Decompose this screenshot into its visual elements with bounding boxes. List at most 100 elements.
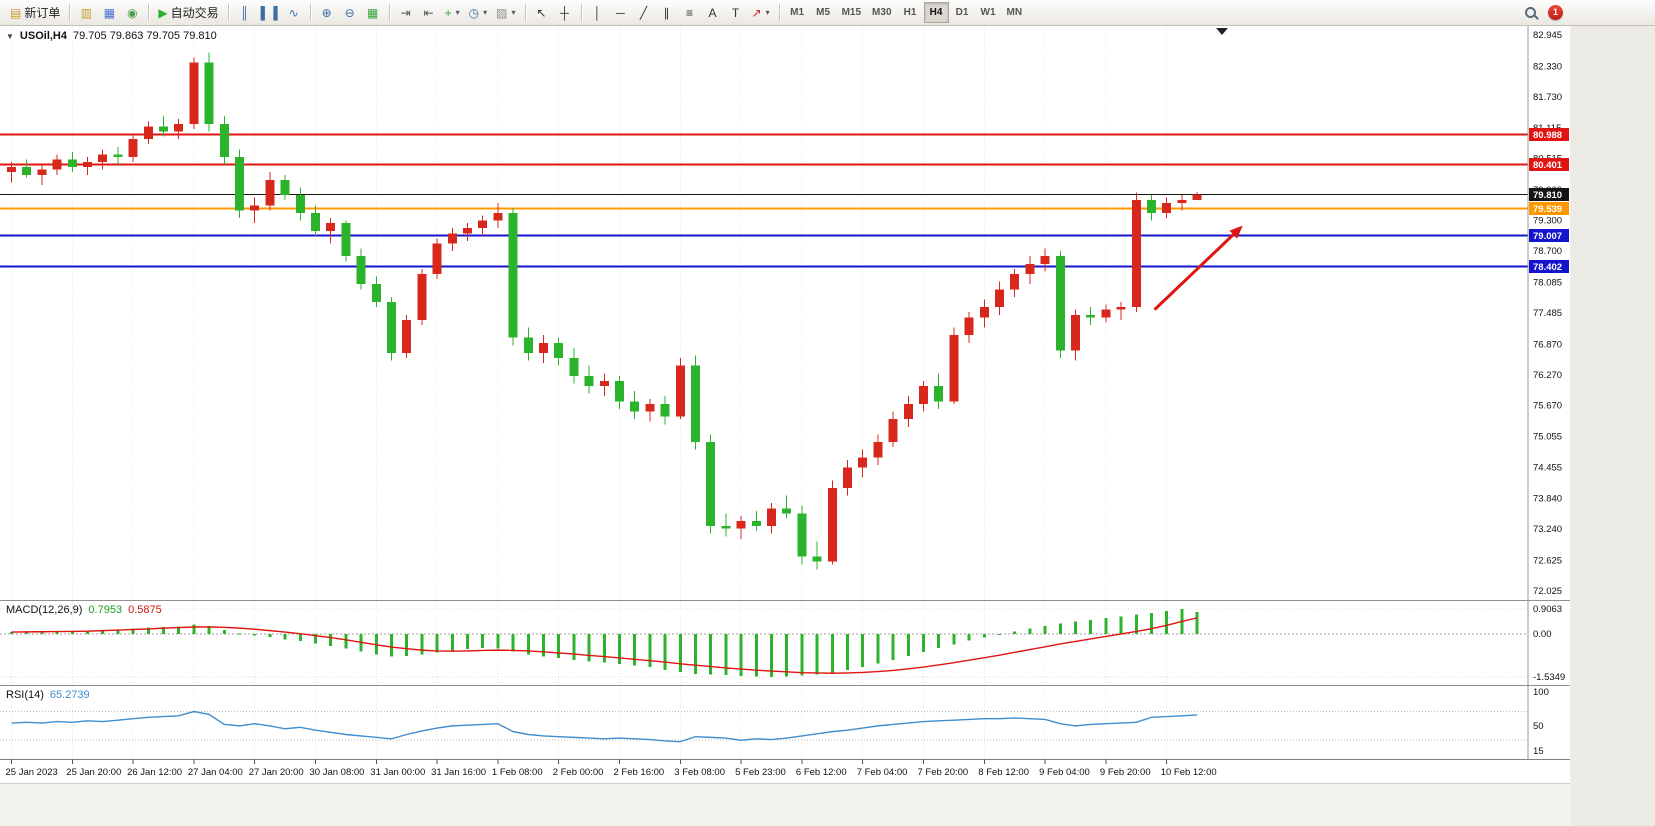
- candle: [1116, 302, 1126, 320]
- macd-histogram-bar: [922, 634, 925, 653]
- timeframe-mn-button[interactable]: MN: [1002, 2, 1028, 23]
- price-axis-label: 81.730: [1533, 92, 1562, 103]
- pane-splitter[interactable]: [0, 600, 1570, 601]
- candle: [797, 505, 807, 565]
- macd-histogram-bar: [846, 634, 849, 670]
- support-line-2-price-tag: 78.402: [1529, 259, 1569, 273]
- zoom-out-button[interactable]: ⊖: [339, 2, 361, 23]
- pane-splitter[interactable]: [0, 685, 1570, 686]
- templates-button[interactable]: ▨ ▾: [492, 2, 519, 23]
- data-window-button[interactable]: ◉: [121, 2, 143, 23]
- new-order-button[interactable]: ▤ 新订单: [6, 2, 64, 23]
- macd-main-value: 0.7953: [88, 604, 123, 616]
- cursor-button[interactable]: ↖: [531, 2, 553, 23]
- line-chart-button[interactable]: ∿: [283, 2, 305, 23]
- rsi-canvas[interactable]: 100 50 15: [0, 686, 1570, 759]
- bid-price-line-price-tag: 79.810: [1529, 188, 1569, 202]
- macd-histogram-bar: [815, 634, 819, 675]
- crosshair-icon: ┼: [560, 5, 569, 20]
- auto-trading-button[interactable]: ▶ 自动交易: [154, 2, 222, 23]
- macd-canvas[interactable]: 0.9063 0.00 -1.5349: [0, 601, 1570, 685]
- macd-axis-label: 0.00: [1533, 629, 1552, 640]
- macd-histogram-bar: [450, 634, 454, 651]
- collapse-chart-icon[interactable]: ▼: [6, 31, 14, 41]
- chart-shift-marker[interactable]: [1216, 28, 1228, 35]
- price-chart-canvas[interactable]: 82.94582.33081.73081.11580.51579.90079.3…: [0, 26, 1570, 600]
- vertical-line-button[interactable]: │: [587, 2, 609, 23]
- candlestick-chart-button[interactable]: ▌▐: [257, 2, 282, 23]
- trendline-button[interactable]: ╱: [633, 2, 655, 23]
- candle: [508, 207, 518, 346]
- crosshair-button[interactable]: ┼: [554, 2, 576, 23]
- candle: [67, 151, 77, 173]
- timeframe-m30-button[interactable]: M30: [867, 2, 896, 23]
- macd-histogram-bar: [283, 634, 287, 640]
- candle: [250, 197, 260, 224]
- time-axis-label: 3 Feb 08:00: [674, 767, 725, 778]
- price-axis-label: 76.870: [1533, 339, 1562, 350]
- time-axis-label: 7 Feb 04:00: [857, 767, 908, 778]
- tile-windows-button[interactable]: ▦: [362, 2, 384, 23]
- profiles-button[interactable]: ▦: [98, 2, 120, 23]
- candle: [189, 57, 199, 129]
- fibonacci-button[interactable]: ≡: [679, 2, 701, 23]
- macd-histogram-bar: [1043, 625, 1047, 635]
- periods-button[interactable]: ◷ ▾: [465, 2, 492, 23]
- candle: [1086, 307, 1096, 325]
- candle: [52, 154, 62, 175]
- candle: [827, 480, 837, 565]
- time-axis-label: 27 Jan 20:00: [249, 767, 304, 778]
- bar-chart-icon: ║: [240, 5, 249, 20]
- horizontal-line-icon: ─: [616, 5, 625, 20]
- arrows-button[interactable]: ↗ ▾: [748, 2, 774, 23]
- macd-histogram-bar: [754, 634, 758, 677]
- trendline-icon: ╱: [639, 5, 648, 20]
- macd-histogram-bar: [724, 634, 728, 676]
- candle: [1071, 309, 1080, 361]
- timeframe-w1-button[interactable]: W1: [976, 2, 1001, 23]
- trend-arrow-object[interactable]: [1153, 225, 1243, 311]
- rsi-value: 65.2739: [49, 689, 90, 701]
- text-label-button[interactable]: T: [725, 2, 747, 23]
- auto-scroll-button[interactable]: ⇥: [395, 2, 417, 23]
- timeframe-m1-button[interactable]: M1: [785, 2, 810, 23]
- candle: [782, 495, 792, 519]
- timeframe-m15-button[interactable]: M15: [837, 2, 866, 23]
- price-axis-label: 72.625: [1533, 555, 1562, 566]
- macd-histogram-bar: [298, 634, 302, 642]
- candle: [143, 121, 153, 145]
- chart-shift-icon: ⇤: [423, 5, 434, 20]
- candle: [569, 347, 579, 384]
- search-icon[interactable]: [1525, 7, 1536, 18]
- notification-badge[interactable]: 1: [1548, 5, 1563, 20]
- macd-histogram-bar: [86, 630, 89, 635]
- indicators-button[interactable]: + ▾: [441, 2, 464, 23]
- macd-histogram-bar: [344, 634, 348, 649]
- price-axis-label: 74.455: [1533, 462, 1562, 473]
- macd-histogram-bar: [937, 634, 941, 649]
- price-pane: ▼ USOil,H4 79.705 79.863 79.705 79.810 8…: [0, 26, 1570, 600]
- timeframe-m5-button[interactable]: M5: [811, 2, 836, 23]
- candle: [523, 327, 533, 361]
- horizontal-line-button[interactable]: ─: [610, 2, 632, 23]
- time-axis[interactable]: 25 Jan 2023 25 Jan 20:00 26 Jan 12:00 27 Ja…: [0, 759, 1570, 783]
- time-axis-canvas[interactable]: 25 Jan 2023 25 Jan 20:00 26 Jan 12:00 27 Ja…: [0, 759, 1570, 783]
- zoom-out-icon: ⊖: [344, 5, 355, 20]
- macd-histogram-bar: [542, 634, 545, 657]
- bar-chart-button[interactable]: ║: [234, 2, 256, 23]
- timeframe-d1-button[interactable]: D1: [950, 2, 975, 23]
- chart-shift-button[interactable]: ⇤: [418, 2, 440, 23]
- macd-histogram-bar: [238, 633, 241, 635]
- macd-histogram-bar: [481, 634, 485, 649]
- equidistant-channel-button[interactable]: ∥: [656, 2, 678, 23]
- charts-button[interactable]: ▥: [75, 2, 97, 23]
- text-button[interactable]: A: [702, 2, 724, 23]
- macd-histogram-bar: [1028, 628, 1032, 635]
- zoom-in-button[interactable]: ⊕: [316, 2, 338, 23]
- timeframe-h1-button[interactable]: H1: [898, 2, 923, 23]
- macd-histogram-bar: [116, 629, 120, 635]
- macd-histogram-bar: [268, 634, 272, 638]
- price-axis-label: 77.485: [1533, 308, 1562, 319]
- timeframe-h4-button[interactable]: H4: [923, 2, 949, 23]
- rsi-label: RSI(14) 65.2739: [6, 689, 90, 701]
